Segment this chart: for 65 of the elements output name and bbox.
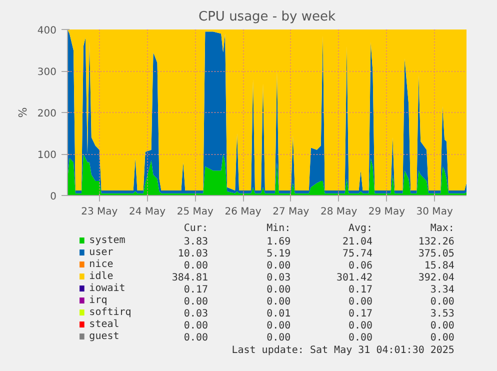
- y-tick-label: 200: [37, 108, 57, 120]
- text: 301.42: [336, 272, 373, 284]
- text: 0.00: [430, 332, 454, 344]
- text: 0.00: [348, 332, 373, 344]
- text: Last update: Sat May 31 04:01:30 2025: [232, 345, 454, 356]
- y-tick-label: 100: [37, 150, 57, 161]
- text: 21.04: [342, 236, 373, 248]
- x-tick-label: 27 May: [272, 206, 310, 218]
- text: 0.17: [348, 308, 373, 320]
- text: 0.17: [184, 284, 208, 296]
- y-tick-label: 400: [37, 26, 57, 36]
- text: 375.05: [418, 248, 454, 260]
- text: 1.69: [266, 236, 291, 248]
- text: Avg:: [348, 223, 373, 234]
- legend-label: irq: [89, 295, 108, 306]
- x-tick-label: 24 May: [129, 206, 166, 218]
- text: 0.00: [430, 296, 454, 308]
- text: 0.03: [266, 272, 291, 284]
- text: 0.17: [348, 284, 373, 296]
- text: 392.04: [418, 272, 454, 284]
- x-tick-label: 26 May: [224, 206, 262, 218]
- x-tick-label: 29 May: [368, 206, 406, 218]
- x-tick-label: 28 May: [320, 206, 358, 218]
- text: 0.00: [184, 320, 208, 332]
- y-tick-label: 300: [37, 67, 57, 78]
- text: 0.03: [184, 308, 208, 320]
- text: 0.00: [430, 320, 454, 332]
- text: 0.00: [266, 332, 291, 344]
- text: 0.00: [266, 296, 291, 308]
- legend-label: steal: [89, 319, 120, 330]
- text: 3.53: [430, 308, 454, 320]
- text: 75.74: [342, 248, 373, 260]
- y-tick-label: 0: [50, 192, 57, 202]
- text: 0.00: [184, 296, 208, 308]
- text: 132.26: [418, 236, 454, 248]
- legend-label: guest: [89, 331, 120, 342]
- x-tick-label: 25 May: [176, 206, 214, 218]
- legend-label: user: [89, 247, 114, 258]
- text: 10.03: [178, 248, 208, 260]
- text: 3.34: [430, 284, 454, 296]
- x-tick-label: 23 May: [81, 206, 118, 218]
- y-axis-title: %: [16, 107, 30, 118]
- text: 0.00: [348, 296, 373, 308]
- legend-label: softirq: [89, 307, 132, 318]
- text: 15.84: [424, 260, 454, 272]
- text: 0.00: [184, 332, 208, 344]
- text: Max:: [430, 223, 454, 234]
- text: 384.81: [172, 272, 208, 284]
- legend-label: nice: [89, 259, 114, 270]
- text: 0.00: [266, 320, 291, 332]
- text: Cur:: [184, 223, 208, 234]
- text: 0.06: [348, 260, 373, 272]
- text: 0.00: [348, 320, 373, 332]
- text: 5.19: [266, 248, 291, 260]
- text: 3.83: [184, 236, 208, 248]
- legend-label: idle: [89, 271, 114, 282]
- text: 0.00: [266, 284, 291, 296]
- legend-label: system: [89, 235, 126, 246]
- x-tick-label: 30 May: [416, 206, 453, 218]
- legend-label: iowait: [89, 283, 126, 294]
- text: 0.00: [184, 260, 208, 272]
- text: 0.00: [266, 260, 291, 272]
- chart-title: CPU usage - by week: [198, 10, 336, 24]
- text: Min:: [266, 223, 291, 234]
- text: 0.01: [266, 308, 291, 320]
